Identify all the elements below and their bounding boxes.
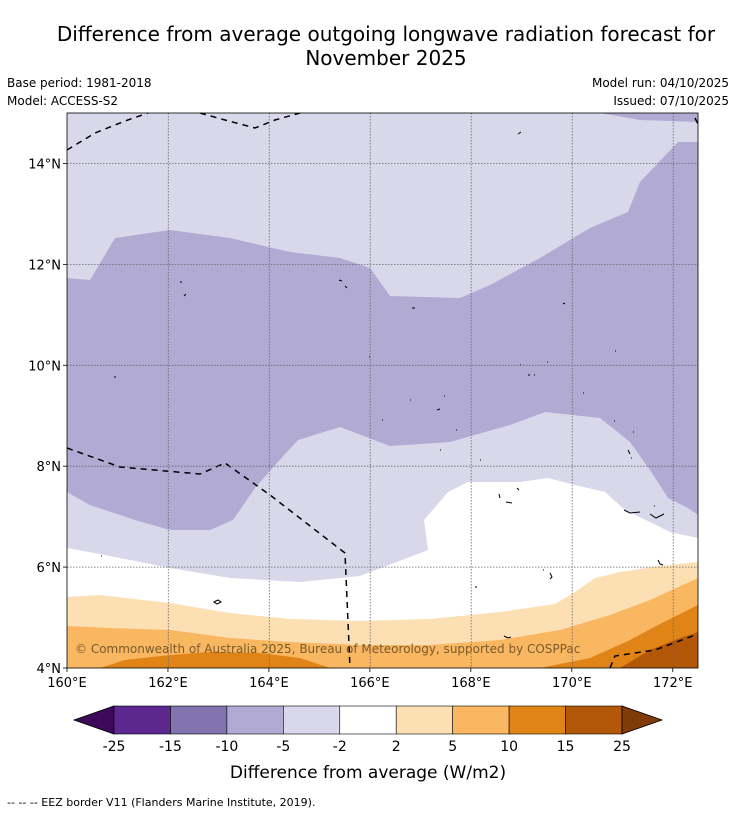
colorbar-segment [452, 705, 510, 735]
lat-tick-label: 12°N [28, 258, 61, 273]
colorbar-tick-label: -10 [215, 739, 238, 755]
lat-tick-label: 10°N [28, 359, 61, 374]
map-plot-area: © Commonwealth of Australia 2025, Bureau… [67, 113, 698, 668]
lat-tick-label: 4°N [37, 662, 62, 677]
colorbar-segment [565, 705, 623, 735]
lon-tick-label: 172°E [653, 676, 693, 691]
lon-tick-label: 168°E [451, 676, 491, 691]
lon-tick-label: 166°E [350, 676, 390, 691]
colorbar-tick-label: -25 [103, 739, 126, 755]
colorbar-tick-label: -15 [159, 739, 182, 755]
title-line-2: November 2025 [305, 46, 467, 70]
issued-date: Issued: 07/10/2025 [613, 94, 729, 108]
colorbar-segment [113, 705, 171, 735]
copyright-watermark: © Commonwealth of Australia 2025, Bureau… [75, 642, 580, 656]
colorbar-segment [283, 705, 341, 735]
model-name: Model: ACCESS-S2 [7, 94, 119, 108]
colorbar-tick-label: 10 [500, 739, 518, 755]
eez-borders [67, 113, 698, 668]
colorbar-tick-label: 25 [613, 739, 631, 755]
eez-footnote: -- -- -- EEZ border V11 (Flanders Marine… [7, 796, 316, 809]
colorbar-extend-low [72, 705, 115, 735]
colorbar-tick-label: -5 [276, 739, 290, 755]
lon-tick-label: 160°E [47, 676, 87, 691]
colorbar-tick-label: -2 [333, 739, 347, 755]
colorbar-title: Difference from average (W/m2) [230, 763, 506, 783]
colorbar-extend-high [621, 705, 664, 735]
gridlines [67, 113, 698, 668]
lon-tick-label: 164°E [249, 676, 289, 691]
colorbar-segment [339, 705, 397, 735]
lon-tick-label: 170°E [552, 676, 592, 691]
model-run-date: Model run: 04/10/2025 [591, 76, 729, 90]
lon-tick-label: 162°E [148, 676, 188, 691]
map-frame [66, 112, 699, 669]
colorbar-segment [226, 705, 284, 735]
colorbar-tick-label: 15 [557, 739, 575, 755]
colorbar-segment [170, 705, 228, 735]
islands [101, 131, 665, 639]
colorbar-segment [508, 705, 566, 735]
title-line-1: Difference from average outgoing longwav… [56, 22, 716, 46]
colorbar-tick-label: 5 [448, 739, 457, 755]
lat-tick-label: 8°N [37, 460, 62, 475]
chart-title: Difference from average outgoing longwav… [0, 22, 736, 70]
colorbar-tick-label: 2 [392, 739, 401, 755]
run-info: Model run: 04/10/2025 Issued: 07/10/2025 [592, 74, 729, 110]
model-info: Base period: 1981-2018 Model: ACCESS-S2 [7, 74, 152, 110]
lat-tick-label: 14°N [28, 157, 61, 172]
anomaly-band-minus10-to-minus5 [67, 142, 698, 530]
colorbar-segment [395, 705, 453, 735]
base-period: Base period: 1981-2018 [7, 76, 152, 90]
lat-tick-label: 6°N [37, 561, 62, 576]
axis-ticks: 4°N 6°N 8°N 10°N 12°N 14°N 160°E 162°E 164°E 166°… [28, 157, 692, 691]
anomaly-band-5-to-10 [67, 578, 698, 668]
